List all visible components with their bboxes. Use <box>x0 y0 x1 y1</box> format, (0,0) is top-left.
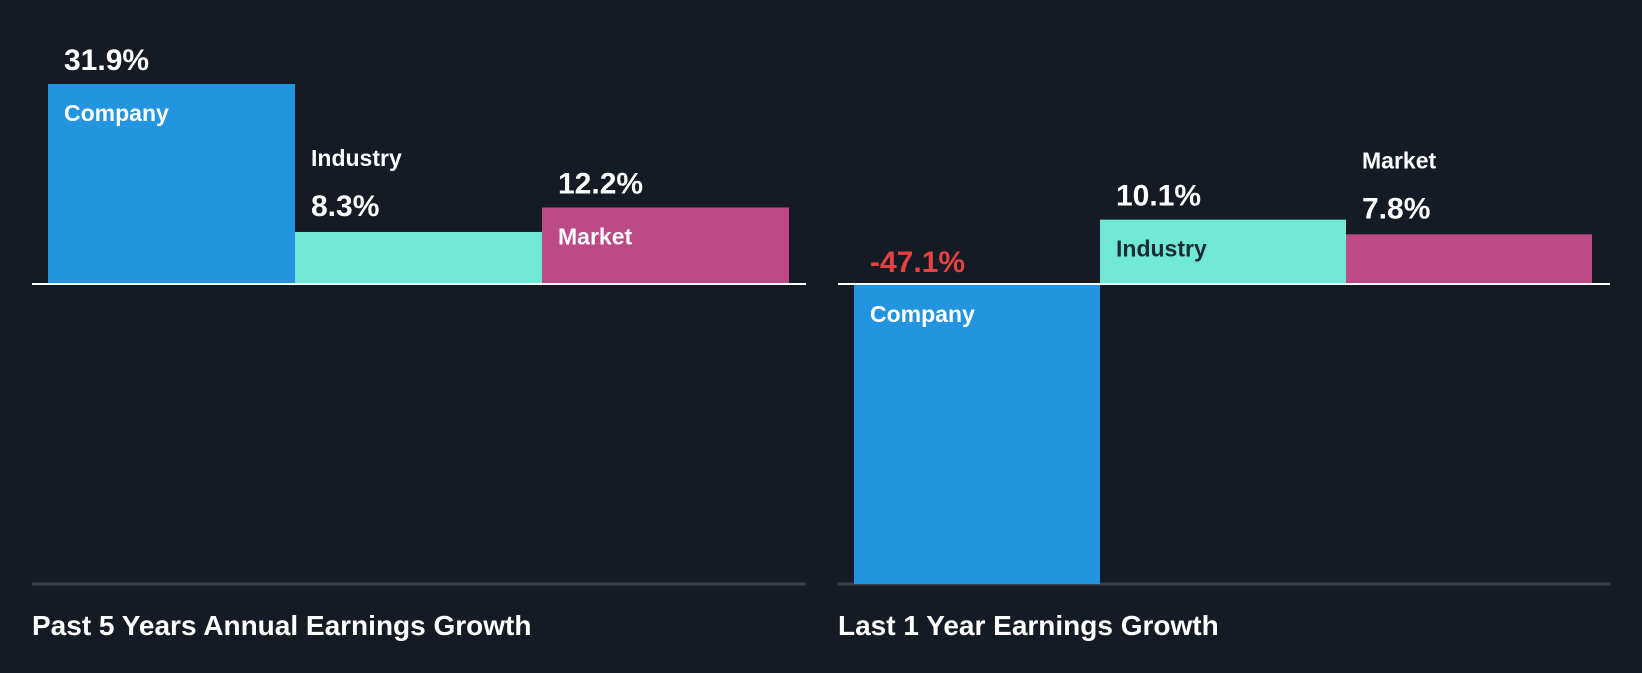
value-label-industry: 8.3% <box>311 190 379 223</box>
category-label-industry: Industry <box>1116 236 1207 262</box>
chart-title-last-1-year: Last 1 Year Earnings Growth <box>838 610 1219 641</box>
value-label-market: 7.8% <box>1362 192 1430 225</box>
bar-market <box>542 207 789 284</box>
value-label-company: -47.1% <box>870 246 965 279</box>
category-label-market: Market <box>1362 147 1436 173</box>
value-label-industry: 10.1% <box>1116 180 1201 213</box>
category-label-company: Company <box>870 301 975 327</box>
bar-market <box>1346 234 1592 284</box>
category-label-market: Market <box>558 224 632 250</box>
category-label-industry: Industry <box>311 145 402 171</box>
bar-company <box>48 83 295 284</box>
bar-company <box>854 284 1100 585</box>
chart-title-past-5-years: Past 5 Years Annual Earnings Growth <box>32 610 532 641</box>
category-label-company: Company <box>64 100 169 126</box>
last-1-year-chart: -47.1% Company 10.1% Industry 7.8% Market <box>838 147 1610 586</box>
bar-industry <box>1100 219 1346 284</box>
bar-industry <box>295 231 542 284</box>
value-label-market: 12.2% <box>558 168 643 201</box>
value-label-company: 31.9% <box>64 44 149 77</box>
past-5-years-chart: 31.9% Company 8.3% Industry 12.2% Market <box>32 44 806 586</box>
